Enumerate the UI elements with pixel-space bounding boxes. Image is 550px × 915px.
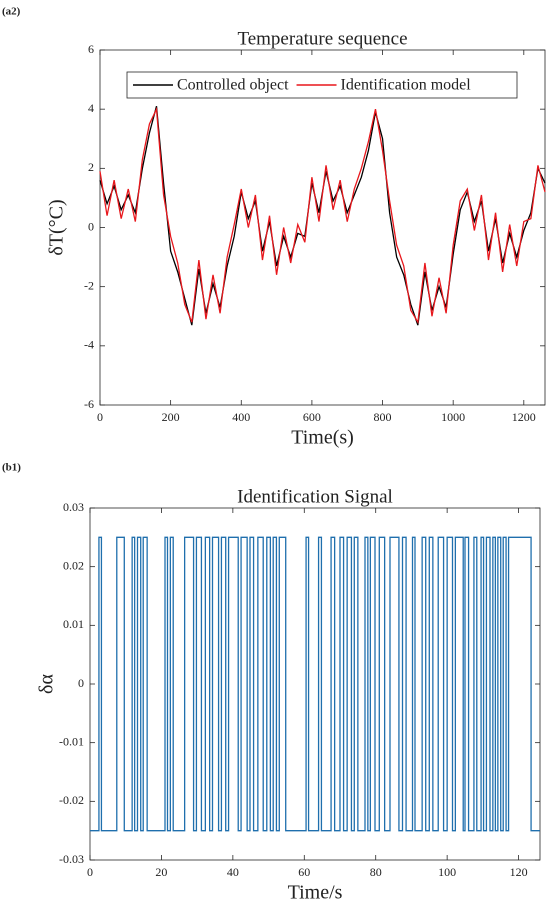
x-tick-label: 100: [438, 865, 456, 879]
y-tick-label: 4: [88, 101, 94, 115]
y-tick-label: -6: [84, 397, 94, 411]
x-tick-label: 1000: [441, 410, 465, 424]
x-tick-label: 40: [227, 865, 239, 879]
y-tick-label: -0.02: [59, 793, 84, 807]
x-tick-label: 60: [298, 865, 310, 879]
plot-area: [99, 49, 546, 406]
x-axis-label: Time(s): [291, 427, 354, 449]
x-tick-label: 20: [155, 865, 167, 879]
y-tick-label: -0.03: [59, 852, 84, 866]
y-tick-label: 0: [88, 219, 94, 233]
x-axis-label: Time/s: [288, 882, 343, 904]
x-tick-label: 600: [303, 410, 321, 424]
y-tick-label: 0.02: [63, 558, 84, 572]
chart-title: Identification Signal: [237, 486, 393, 507]
series-line: [99, 106, 546, 325]
x-tick-label: 80: [370, 865, 382, 879]
y-tick-label: 0.03: [63, 500, 84, 514]
panel-label: (b1): [2, 462, 21, 474]
y-tick-label: -4: [84, 338, 94, 352]
x-tick-label: 200: [162, 410, 180, 424]
series-line: [90, 536, 540, 832]
chart-title: Temperature sequence: [237, 28, 407, 49]
y-tick-label: -0.01: [59, 734, 84, 748]
y-tick-label: -2: [84, 278, 94, 292]
x-tick-label: 0: [87, 865, 93, 879]
panel-label: (a2): [2, 6, 21, 18]
y-tick-label: 0.01: [63, 617, 84, 631]
y-tick-label: 6: [88, 42, 94, 56]
y-tick-label: 0: [78, 676, 84, 690]
plot-area: [89, 507, 541, 861]
x-tick-label: 120: [510, 865, 528, 879]
y-axis-label: δT(°C): [46, 199, 68, 255]
x-tick-label: 400: [232, 410, 250, 424]
y-tick-label: 2: [88, 160, 94, 174]
x-tick-label: 0: [97, 410, 103, 424]
legend-label: Identification model: [341, 77, 472, 94]
x-tick-label: 800: [374, 410, 392, 424]
legend-label: Controlled object: [177, 77, 289, 94]
x-tick-label: 1200: [512, 410, 536, 424]
y-axis-label: δα: [36, 674, 58, 694]
